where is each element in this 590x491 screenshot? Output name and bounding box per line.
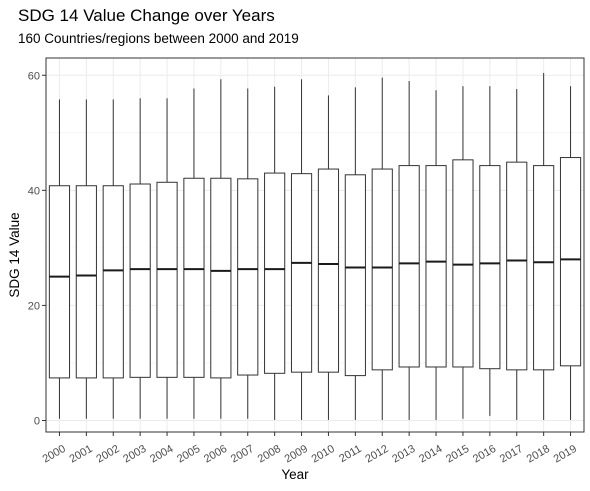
box-2009: [291, 174, 311, 373]
y-tick-label: 60: [28, 70, 40, 82]
box-2015: [453, 160, 473, 367]
box-2005: [184, 178, 204, 377]
x-tick-label: 2017: [498, 443, 525, 466]
box-2002: [103, 186, 123, 378]
x-tick-label: 2007: [229, 443, 256, 466]
box-2019: [560, 158, 580, 366]
box-2004: [157, 182, 177, 377]
x-tick-label: 2002: [94, 443, 121, 466]
x-tick-label: 2013: [390, 443, 417, 466]
y-tick-label: 20: [28, 300, 40, 312]
x-tick-label: 2016: [471, 443, 498, 466]
box-2000: [49, 186, 69, 378]
x-tick-label: 2001: [67, 443, 94, 466]
x-tick-label: 2005: [175, 443, 202, 466]
box-2011: [345, 175, 365, 376]
x-tick-label: 2019: [552, 443, 579, 466]
x-tick-label: 2011: [337, 443, 363, 465]
x-tick-label: 2003: [121, 443, 148, 466]
box-2008: [265, 173, 285, 373]
plot-panel: [46, 58, 584, 432]
y-tick-label: 40: [28, 185, 40, 197]
x-tick-label: 2008: [256, 443, 283, 466]
x-tick-label: 2009: [283, 443, 310, 466]
x-tick-label: 2015: [444, 443, 471, 466]
box-2012: [372, 169, 392, 370]
x-tick-label: 2014: [417, 443, 444, 466]
box-2013: [399, 166, 419, 367]
box-2018: [534, 166, 554, 370]
x-tick-label: 2012: [363, 443, 390, 466]
x-tick-label: 2000: [41, 443, 68, 466]
box-2003: [130, 184, 150, 377]
x-tick-label: 2006: [202, 443, 229, 466]
box-2006: [211, 178, 231, 378]
box-2007: [238, 179, 258, 375]
y-tick-label: 0: [34, 415, 40, 427]
box-2010: [318, 169, 338, 372]
box-2001: [76, 186, 96, 378]
x-tick-label: 2004: [148, 443, 175, 466]
box-2014: [426, 166, 446, 367]
box-2016: [480, 166, 500, 369]
x-tick-label: 2018: [525, 443, 552, 466]
box-2017: [507, 162, 527, 370]
x-tick-label: 2010: [310, 443, 337, 466]
